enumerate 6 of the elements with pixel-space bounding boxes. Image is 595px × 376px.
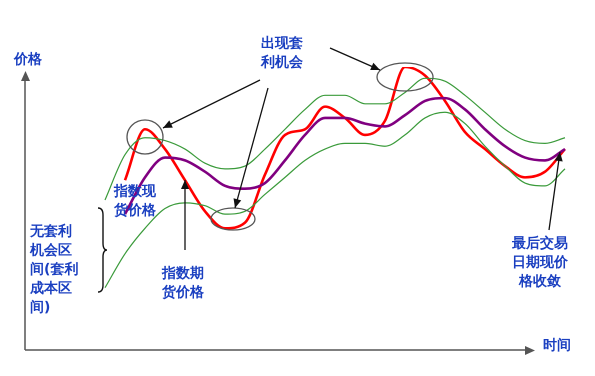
annotation: 出现套利机会 xyxy=(260,36,304,71)
annotation: 最后交易日期现价格收敛 xyxy=(511,234,569,290)
y-axis-title: 价格 xyxy=(13,52,43,68)
x-axis-title: 时间 xyxy=(543,338,571,354)
annotation: 无套利机会区间(套利成本区间) xyxy=(29,224,78,316)
text: 指数期货价格 xyxy=(161,266,205,301)
